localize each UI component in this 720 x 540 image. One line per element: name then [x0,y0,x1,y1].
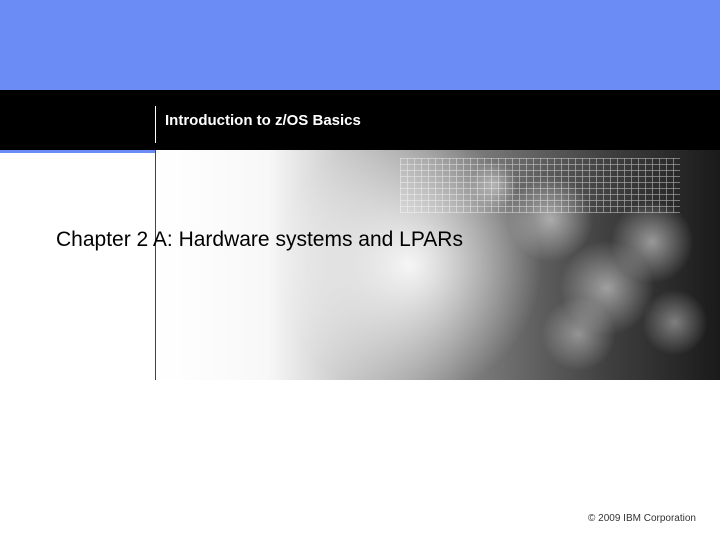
copyright-text: © 2009 IBM Corporation [588,513,696,524]
decorative-bokeh-graphic [155,150,720,380]
vertical-divider-bottom [155,150,156,380]
dot-grid-pattern [400,158,680,213]
vertical-divider-top [155,106,156,143]
course-title: Introduction to z/OS Basics [165,112,361,129]
chapter-title: Chapter 2 A: Hardware systems and LPARs [56,228,463,252]
